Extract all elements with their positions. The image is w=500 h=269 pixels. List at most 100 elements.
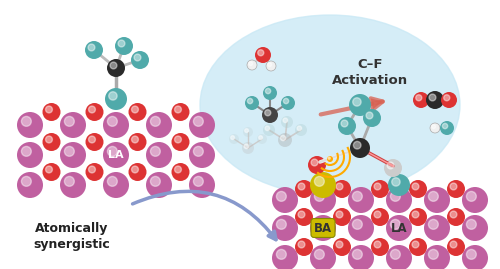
Circle shape [428,220,438,229]
Circle shape [128,163,146,181]
Circle shape [350,138,370,158]
Circle shape [295,238,313,256]
Circle shape [108,92,117,100]
Ellipse shape [200,15,460,195]
Circle shape [128,133,146,151]
Circle shape [263,124,275,136]
Circle shape [336,211,343,218]
Circle shape [132,136,138,143]
Circle shape [64,116,74,126]
Circle shape [172,103,190,121]
Circle shape [371,238,389,256]
Circle shape [295,208,313,226]
Circle shape [390,192,400,201]
Circle shape [229,134,239,144]
Circle shape [310,215,336,241]
Circle shape [263,86,277,100]
Circle shape [388,174,410,196]
Circle shape [310,245,336,269]
Circle shape [440,121,454,135]
Circle shape [46,136,52,143]
Circle shape [348,215,374,241]
Circle shape [308,156,326,174]
Circle shape [110,62,117,69]
Circle shape [281,96,295,110]
Circle shape [413,92,429,108]
Circle shape [146,142,172,168]
Circle shape [298,183,305,190]
Circle shape [174,166,182,173]
Circle shape [64,146,74,156]
Circle shape [46,166,52,173]
Circle shape [88,44,95,51]
Circle shape [88,106,96,113]
Circle shape [276,220,286,229]
Circle shape [115,37,133,55]
Circle shape [352,192,362,201]
Circle shape [194,176,203,186]
Circle shape [412,241,419,248]
Circle shape [244,144,248,148]
Circle shape [416,95,422,101]
Circle shape [131,51,149,69]
Circle shape [447,238,465,256]
Circle shape [363,109,381,127]
Circle shape [272,215,298,241]
Circle shape [172,133,190,151]
Circle shape [105,88,127,110]
Circle shape [352,249,362,259]
Circle shape [392,178,400,186]
Circle shape [189,142,215,168]
Circle shape [466,249,476,259]
FancyArrowPatch shape [132,191,276,240]
Circle shape [386,187,412,213]
Circle shape [348,245,374,269]
Circle shape [328,157,330,159]
Circle shape [386,215,412,241]
Circle shape [424,187,450,213]
Circle shape [466,220,476,229]
Circle shape [442,123,448,129]
Circle shape [297,126,302,131]
Circle shape [42,103,60,121]
FancyArrowPatch shape [320,98,382,114]
Circle shape [266,61,276,71]
Circle shape [60,172,86,198]
Circle shape [189,112,215,138]
Circle shape [150,116,160,126]
Circle shape [441,92,457,108]
Circle shape [103,172,129,198]
Circle shape [374,211,381,218]
Circle shape [349,94,371,116]
Circle shape [295,124,307,136]
Circle shape [354,141,361,149]
Circle shape [390,249,400,259]
Circle shape [42,133,60,151]
Circle shape [194,146,203,156]
Circle shape [85,41,103,59]
Circle shape [384,159,402,177]
Circle shape [174,136,182,143]
Circle shape [258,50,264,56]
Circle shape [266,89,270,94]
Circle shape [352,98,361,106]
Circle shape [352,220,362,229]
Circle shape [314,192,324,201]
Circle shape [22,176,32,186]
Text: LA: LA [390,221,407,235]
Circle shape [88,166,96,173]
Circle shape [447,180,465,198]
Circle shape [409,208,427,226]
Circle shape [281,116,293,128]
Circle shape [60,142,86,168]
Circle shape [128,103,146,121]
Circle shape [264,110,271,116]
Circle shape [118,40,125,47]
Circle shape [86,163,103,181]
Circle shape [348,187,374,213]
Circle shape [243,127,253,137]
Circle shape [146,112,172,138]
Circle shape [336,241,343,248]
Circle shape [450,241,457,248]
Circle shape [374,241,381,248]
